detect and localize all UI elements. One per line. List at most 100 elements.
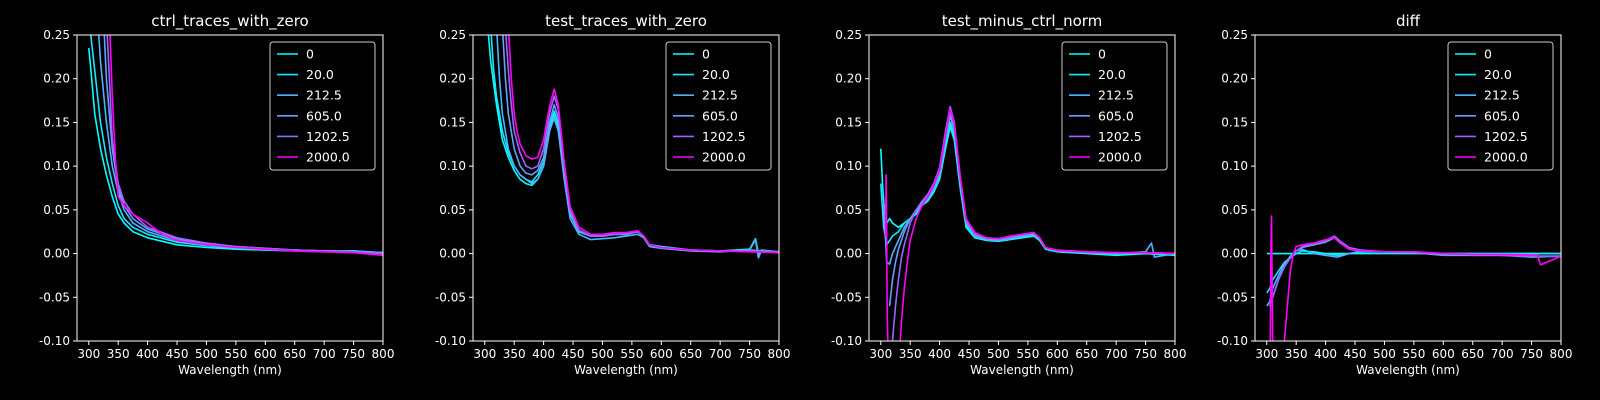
chart-title: ctrl_traces_with_zero <box>151 12 308 31</box>
x-tick-label: 600 <box>254 347 277 361</box>
y-tick-label: 0.00 <box>835 247 862 261</box>
x-axis-label: Wavelength (nm) <box>970 363 1074 377</box>
legend-entry: 1202.5 <box>702 129 746 144</box>
y-tick-label: 0.10 <box>835 159 862 173</box>
legend: 0 20.0 212.5 605.0 1202.5 2000.0 <box>1061 41 1168 171</box>
legend-entry: 1202.5 <box>306 129 350 144</box>
x-tick-label: 350 <box>107 347 130 361</box>
x-tick-label: 300 <box>77 347 100 361</box>
y-tick-label: 0.20 <box>439 72 466 86</box>
y-tick-label: -0.10 <box>831 334 862 348</box>
y-tick-label: 0.25 <box>439 28 466 42</box>
y-tick-label: 0.00 <box>439 247 466 261</box>
x-tick-label: 650 <box>1461 347 1484 361</box>
y-tick-label: -0.05 <box>1217 290 1248 304</box>
x-axis-label: Wavelength (nm) <box>574 363 678 377</box>
x-tick-label: 650 <box>1075 347 1098 361</box>
x-tick-label: 300 <box>1255 347 1278 361</box>
legend: 0 20.0 212.5 605.0 1202.5 2000.0 <box>1447 41 1554 171</box>
legend-entry: 2000.0 <box>306 150 350 165</box>
y-tick-label: 0.00 <box>1221 247 1248 261</box>
y-tick-label: -0.05 <box>39 290 70 304</box>
x-tick-label: 600 <box>1046 347 1069 361</box>
y-tick-label: 0.05 <box>43 203 70 217</box>
x-tick-label: 300 <box>869 347 892 361</box>
chart-panel-4: diff 300 350 400 450 500 550 600 650 700 750 800 -0.… <box>1217 12 1573 377</box>
legend-entry: 212.5 <box>306 88 342 103</box>
x-tick-label: 450 <box>562 347 585 361</box>
legend-entry: 2000.0 <box>1484 150 1528 165</box>
legend-entry: 2000.0 <box>1098 150 1142 165</box>
x-tick-label: 800 <box>372 347 395 361</box>
x-axis-label: Wavelength (nm) <box>178 363 282 377</box>
x-tick-label: 700 <box>1105 347 1128 361</box>
chart-panel-3: test_minus_ctrl_norm 300 350 400 450 500 550 60… <box>831 12 1187 377</box>
chart-title: test_minus_ctrl_norm <box>942 12 1103 31</box>
axes-frame <box>472 34 780 342</box>
x-tick-label: 500 <box>1373 347 1396 361</box>
legend-entry: 0 <box>306 47 314 62</box>
y-tick-label: 0.10 <box>1221 159 1248 173</box>
x-tick-label: 800 <box>768 347 791 361</box>
x-tick-label: 400 <box>532 347 555 361</box>
plot-area <box>487 35 779 259</box>
chart-panel-1: ctrl_traces_with_zero 300 350 400 450 500 550 6… <box>39 12 395 377</box>
y-tick-label: -0.10 <box>39 334 70 348</box>
x-tick-label: 650 <box>283 347 306 361</box>
legend-entry: 20.0 <box>1098 67 1126 82</box>
x-tick-label: 750 <box>1134 347 1157 361</box>
legend-entry: 0 <box>1098 47 1106 62</box>
y-tick-label: 0.15 <box>439 115 466 129</box>
legend-entry: 605.0 <box>306 108 342 123</box>
x-tick-label: 750 <box>1520 347 1543 361</box>
legend-entry: 605.0 <box>1098 108 1134 123</box>
legend-entry: 212.5 <box>1098 88 1134 103</box>
chart-title: diff <box>1396 12 1421 30</box>
y-tick-label: -0.10 <box>435 334 466 348</box>
series-line-212.5 <box>1266 248 1561 307</box>
x-tick-label: 650 <box>679 347 702 361</box>
y-tick-label: 0.20 <box>835 72 862 86</box>
series-line-2000.0 <box>1269 215 1561 341</box>
legend-entry: 1202.5 <box>1484 129 1528 144</box>
x-tick-label: 300 <box>473 347 496 361</box>
y-tick-label: 0.05 <box>439 203 466 217</box>
y-tick-label: 0.25 <box>1221 28 1248 42</box>
x-tick-label: 500 <box>195 347 218 361</box>
y-tick-label: 0.25 <box>43 28 70 42</box>
legend-entry: 0 <box>1484 47 1492 62</box>
legend-entry: 1202.5 <box>1098 129 1142 144</box>
legend: 0 20.0 212.5 605.0 1202.5 2000.0 <box>665 41 772 171</box>
y-tick-label: 0.15 <box>835 115 862 129</box>
y-tick-label: -0.10 <box>1217 334 1248 348</box>
x-tick-label: 700 <box>709 347 732 361</box>
y-tick-label: 0.25 <box>835 28 862 42</box>
legend-entry: 20.0 <box>1484 67 1512 82</box>
legend-entry: 2000.0 <box>702 150 746 165</box>
axes-frame <box>76 34 384 342</box>
axes-frame <box>1254 34 1562 342</box>
series-line-1202.5 <box>1271 235 1561 298</box>
series-line-2000.0 <box>109 35 383 257</box>
x-tick-label: 600 <box>650 347 673 361</box>
x-tick-label: 400 <box>928 347 951 361</box>
x-tick-label: 800 <box>1550 347 1573 361</box>
legend-entry: 605.0 <box>702 108 738 123</box>
y-tick-label: 0.05 <box>835 203 862 217</box>
y-tick-label: 0.20 <box>43 72 70 86</box>
chart-title: test_traces_with_zero <box>545 12 707 31</box>
x-tick-label: 450 <box>958 347 981 361</box>
legend-entry: 20.0 <box>702 67 730 82</box>
plot-area <box>88 35 383 257</box>
y-tick-label: 0.15 <box>43 115 70 129</box>
series-line-20.0 <box>1266 250 1561 294</box>
axes-frame <box>868 34 1176 342</box>
series-line-2000.0 <box>507 35 779 254</box>
y-tick-label: 0.15 <box>1221 115 1248 129</box>
plot-area <box>1266 215 1561 341</box>
y-tick-label: 0.05 <box>1221 203 1248 217</box>
y-tick-label: 0.10 <box>439 159 466 173</box>
legend-entry: 212.5 <box>1484 88 1520 103</box>
